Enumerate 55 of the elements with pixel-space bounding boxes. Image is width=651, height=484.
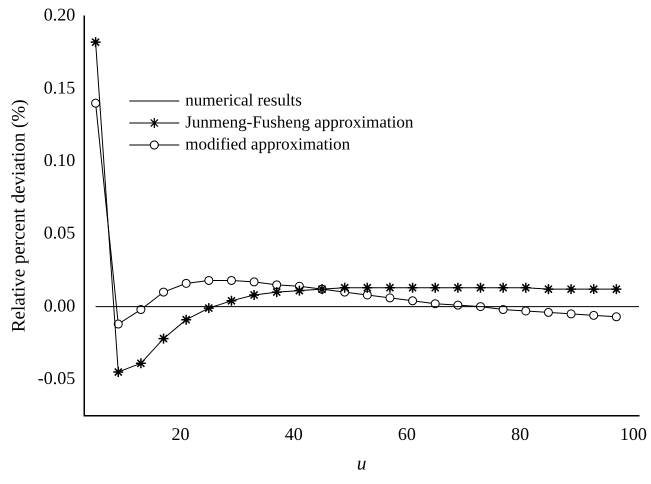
legend-label: Junmeng-Fusheng approximation	[185, 112, 414, 132]
x-axis-title: u	[356, 454, 366, 475]
point	[180, 314, 192, 326]
y-tick-label: 0.00	[44, 295, 76, 316]
point	[226, 295, 238, 307]
y-tick-label: -0.05	[38, 368, 76, 388]
point	[544, 308, 553, 317]
point	[226, 276, 236, 285]
point	[182, 278, 191, 288]
point	[203, 302, 215, 314]
point	[385, 293, 394, 302]
point	[384, 282, 396, 294]
x-tick-label: 80	[511, 424, 530, 444]
point	[589, 310, 598, 320]
point	[250, 277, 259, 286]
point	[566, 309, 576, 318]
point	[114, 320, 123, 329]
point	[452, 282, 464, 294]
point	[406, 282, 418, 294]
point	[270, 286, 282, 298]
point	[362, 290, 372, 300]
point	[294, 284, 306, 296]
x-tick-label: 40	[284, 424, 303, 444]
point	[159, 288, 168, 297]
point	[362, 282, 374, 294]
point	[91, 98, 100, 108]
point	[248, 289, 260, 301]
legend-label: numerical results	[185, 90, 302, 110]
point	[204, 276, 214, 285]
point	[565, 283, 577, 295]
x-tick-label: 20	[172, 424, 190, 444]
point	[542, 283, 554, 295]
point	[338, 282, 350, 294]
point	[158, 332, 170, 344]
point	[429, 282, 441, 294]
point	[112, 366, 124, 378]
x-tick-label: 60	[398, 424, 416, 444]
point	[521, 306, 530, 316]
point	[135, 358, 147, 370]
point	[90, 36, 102, 48]
point	[408, 296, 418, 306]
point	[272, 280, 282, 290]
point	[588, 283, 600, 295]
point	[612, 312, 621, 322]
point	[497, 282, 509, 294]
point	[610, 283, 622, 295]
legend-label: modified approximation	[185, 134, 351, 154]
y-tick-label: 0.20	[44, 4, 76, 25]
y-tick-label: 0.05	[44, 222, 76, 243]
y-axis-title: Relative percent deviation (%)	[8, 99, 30, 332]
y-tick-label: 0.15	[44, 77, 76, 98]
point	[520, 282, 532, 294]
x-tick-label: 100	[620, 424, 647, 444]
y-tick-label: 0.10	[44, 150, 76, 170]
point	[474, 282, 486, 294]
